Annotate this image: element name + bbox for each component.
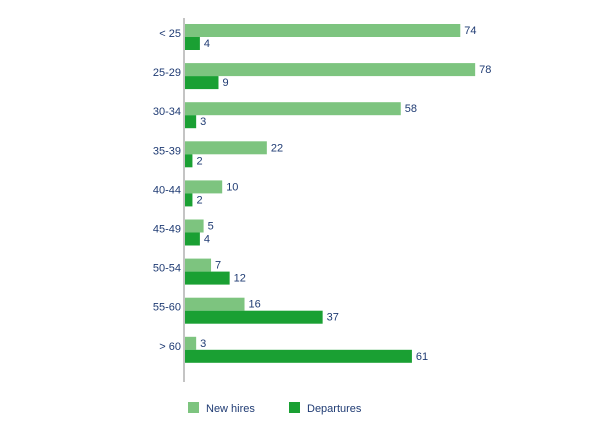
new-hires-bar <box>185 63 476 77</box>
departures-value-label: 12 <box>234 273 246 285</box>
category-label: 55-60 <box>153 302 181 314</box>
new-hires-bar <box>185 102 401 116</box>
category-label: > 60 <box>159 341 181 353</box>
category-label: 45-49 <box>153 224 181 236</box>
legend-swatch-new-hires <box>188 402 199 413</box>
legend-label-departures: Departures <box>307 403 362 415</box>
new-hires-bar <box>185 141 267 155</box>
new-hires-bar <box>185 180 223 194</box>
new-hires-value-label: 22 <box>271 142 283 154</box>
new-hires-value-label: 58 <box>405 103 417 115</box>
new-hires-bar <box>185 258 212 272</box>
new-hires-value-label: 16 <box>249 299 261 311</box>
departures-value-label: 3 <box>200 116 206 128</box>
new-hires-bar <box>185 336 197 350</box>
legend: New hires Departures <box>188 402 362 415</box>
new-hires-value-label: 74 <box>464 25 476 37</box>
category-label: 30-34 <box>153 106 181 118</box>
category-label: 40-44 <box>153 184 181 196</box>
new-hires-value-label: 5 <box>208 221 214 233</box>
departures-value-label: 61 <box>416 351 428 363</box>
category-labels: < 25 25-29 30-34 35-39 40-44 45-49 50-54 55-60 >… <box>153 28 181 353</box>
new-hires-bar <box>185 219 204 233</box>
departures-value-label: 2 <box>196 194 202 206</box>
departures-bar <box>185 76 219 90</box>
departures-value-label: 4 <box>204 234 210 246</box>
bars <box>185 24 476 363</box>
new-hires-bar <box>185 297 245 311</box>
departures-bar <box>185 37 200 50</box>
new-hires-value-label: 3 <box>200 338 206 350</box>
new-hires-value-label: 10 <box>226 181 238 193</box>
departures-value-label: 2 <box>196 155 202 167</box>
departures-bar <box>185 154 193 168</box>
category-label: < 25 <box>159 28 181 40</box>
departures-value-label: 4 <box>204 38 210 50</box>
new-hires-value-label: 78 <box>479 64 491 76</box>
legend-swatch-departures <box>289 402 300 413</box>
departures-value-label: 37 <box>327 312 339 324</box>
departures-bar <box>185 271 230 285</box>
departures-bar <box>185 310 323 324</box>
departures-value-label: 9 <box>222 77 228 89</box>
category-label: 50-54 <box>153 263 181 275</box>
departures-bar <box>185 115 197 129</box>
new-hires-value-label: 7 <box>215 260 221 272</box>
departures-bar <box>185 232 200 246</box>
category-label: 35-39 <box>153 145 181 157</box>
departures-bar <box>185 349 412 363</box>
legend-label-new-hires: New hires <box>206 403 255 415</box>
new-hires-bar <box>185 24 461 37</box>
category-label: 25-29 <box>153 67 181 79</box>
departures-bar <box>185 193 193 207</box>
